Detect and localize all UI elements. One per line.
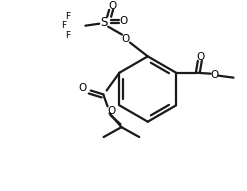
Text: O: O (122, 34, 130, 44)
Text: O: O (108, 1, 116, 11)
Text: O: O (120, 16, 128, 26)
Text: O: O (79, 83, 87, 93)
Text: F: F (61, 21, 66, 30)
Text: F: F (65, 31, 70, 40)
Text: O: O (197, 52, 205, 62)
Text: S: S (101, 16, 108, 29)
Text: O: O (107, 106, 116, 116)
Text: O: O (210, 70, 219, 80)
Text: F: F (65, 12, 70, 21)
